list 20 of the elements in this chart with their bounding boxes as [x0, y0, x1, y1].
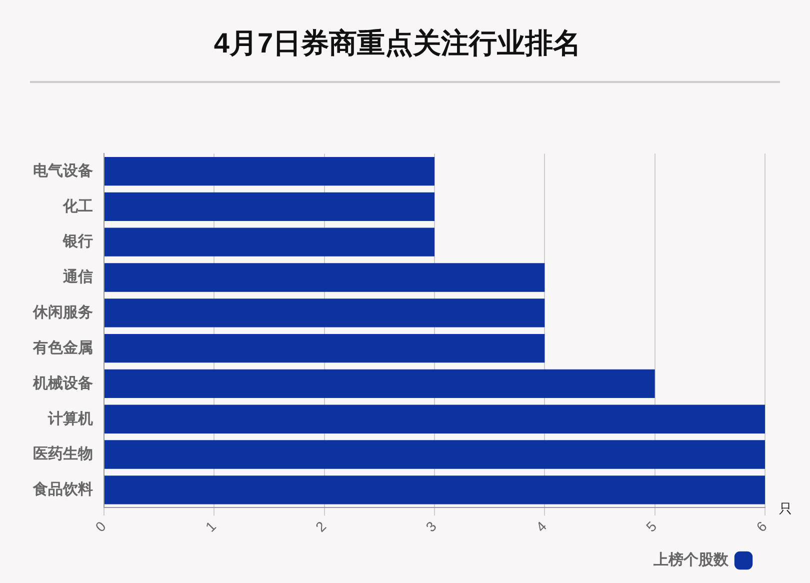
y-tick-label: 有色金属: [32, 339, 93, 356]
y-tick-label: 休闲服务: [32, 304, 93, 322]
x-tick-label: 1: [202, 518, 220, 535]
legend-label: 上榜个股数: [652, 552, 730, 569]
x-tick-label: 2: [312, 518, 330, 535]
y-tick-label: 机械设备: [32, 374, 93, 392]
y-tick-label: 食品饮料: [32, 481, 93, 498]
x-tick-label: 4: [532, 518, 550, 535]
y-tick-label: 化工: [62, 198, 93, 215]
y-tick-label: 银行: [62, 233, 93, 250]
x-tick-label: 3: [422, 518, 440, 535]
y-tick-label: 计算机: [47, 410, 93, 428]
chart-title: 4月7日券商重点关注行业排名: [214, 28, 582, 59]
y-tick-label: 通信: [62, 268, 93, 286]
x-axis-title: 只: [779, 501, 792, 516]
y-tick-label: 电气设备: [33, 162, 93, 180]
x-tick-label: 5: [642, 518, 660, 535]
x-tick-label: 0: [92, 518, 109, 535]
x-tick-label: 6: [753, 518, 770, 535]
y-tick-label: 医药生物: [33, 446, 93, 463]
